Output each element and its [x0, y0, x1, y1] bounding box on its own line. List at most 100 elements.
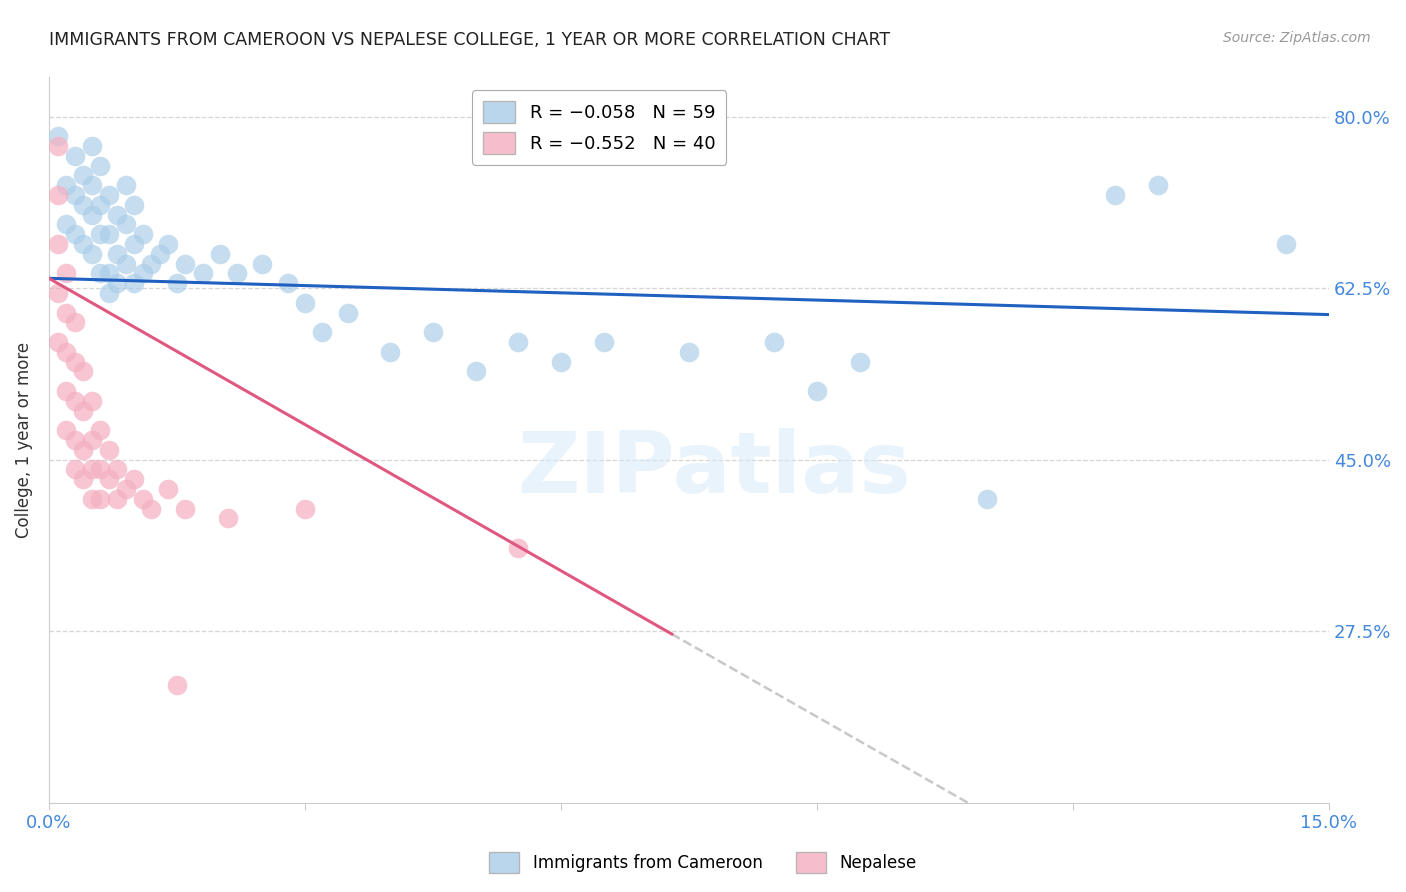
Point — [294, 295, 316, 310]
Text: Source: ZipAtlas.com: Source: ZipAtlas.com — [1223, 31, 1371, 45]
Point — [217, 511, 239, 525]
Point — [225, 267, 247, 281]
Point — [277, 277, 299, 291]
Point — [149, 247, 172, 261]
Point — [114, 178, 136, 193]
Point — [63, 315, 86, 329]
Point — [63, 188, 86, 202]
Point — [166, 678, 188, 692]
Point — [55, 384, 77, 398]
Point — [72, 169, 94, 183]
Point — [89, 491, 111, 506]
Point — [89, 227, 111, 242]
Point — [157, 237, 180, 252]
Point — [191, 267, 214, 281]
Point — [80, 491, 103, 506]
Point — [311, 325, 333, 339]
Point — [46, 286, 69, 301]
Point — [89, 462, 111, 476]
Point — [105, 277, 128, 291]
Point — [124, 472, 146, 486]
Point — [141, 501, 163, 516]
Point — [72, 364, 94, 378]
Point — [97, 472, 120, 486]
Point — [55, 344, 77, 359]
Legend: R = −0.058   N = 59, R = −0.552   N = 40: R = −0.058 N = 59, R = −0.552 N = 40 — [472, 90, 727, 165]
Point — [114, 257, 136, 271]
Point — [80, 247, 103, 261]
Point — [105, 208, 128, 222]
Text: IMMIGRANTS FROM CAMEROON VS NEPALESE COLLEGE, 1 YEAR OR MORE CORRELATION CHART: IMMIGRANTS FROM CAMEROON VS NEPALESE COL… — [49, 31, 890, 49]
Point — [46, 139, 69, 153]
Point — [63, 433, 86, 447]
Point — [166, 277, 188, 291]
Y-axis label: College, 1 year or more: College, 1 year or more — [15, 342, 32, 538]
Point — [132, 491, 155, 506]
Point — [294, 501, 316, 516]
Point — [80, 139, 103, 153]
Point — [89, 198, 111, 212]
Point — [72, 442, 94, 457]
Point — [678, 344, 700, 359]
Point — [63, 393, 86, 408]
Point — [763, 334, 786, 349]
Point — [806, 384, 828, 398]
Text: ZIPatlas: ZIPatlas — [517, 427, 911, 510]
Point — [114, 218, 136, 232]
Point — [174, 501, 197, 516]
Point — [97, 442, 120, 457]
Point — [72, 198, 94, 212]
Point — [80, 393, 103, 408]
Point — [592, 334, 614, 349]
Point — [55, 178, 77, 193]
Legend: Immigrants from Cameroon, Nepalese: Immigrants from Cameroon, Nepalese — [482, 846, 924, 880]
Point — [508, 541, 530, 555]
Point — [208, 247, 231, 261]
Point — [976, 491, 998, 506]
Point — [97, 267, 120, 281]
Point — [55, 218, 77, 232]
Point — [72, 403, 94, 417]
Point — [1275, 237, 1298, 252]
Point — [55, 267, 77, 281]
Point — [124, 277, 146, 291]
Point — [105, 462, 128, 476]
Point — [72, 472, 94, 486]
Point — [141, 257, 163, 271]
Point — [97, 286, 120, 301]
Point — [80, 433, 103, 447]
Point — [63, 227, 86, 242]
Point — [848, 354, 870, 368]
Point — [114, 482, 136, 496]
Point — [63, 149, 86, 163]
Point — [55, 423, 77, 437]
Point — [105, 247, 128, 261]
Point — [1147, 178, 1170, 193]
Point — [97, 227, 120, 242]
Point — [55, 305, 77, 319]
Point — [46, 188, 69, 202]
Point — [252, 257, 274, 271]
Point — [89, 423, 111, 437]
Point — [89, 267, 111, 281]
Point — [1104, 188, 1126, 202]
Point — [336, 305, 359, 319]
Point — [46, 129, 69, 144]
Point — [132, 227, 155, 242]
Point — [80, 462, 103, 476]
Point — [63, 354, 86, 368]
Point — [508, 334, 530, 349]
Point — [97, 188, 120, 202]
Point — [132, 267, 155, 281]
Point — [72, 237, 94, 252]
Point — [105, 491, 128, 506]
Point — [89, 159, 111, 173]
Point — [422, 325, 444, 339]
Point — [80, 178, 103, 193]
Point — [157, 482, 180, 496]
Point — [174, 257, 197, 271]
Point — [46, 334, 69, 349]
Point — [46, 237, 69, 252]
Point — [63, 462, 86, 476]
Point — [124, 237, 146, 252]
